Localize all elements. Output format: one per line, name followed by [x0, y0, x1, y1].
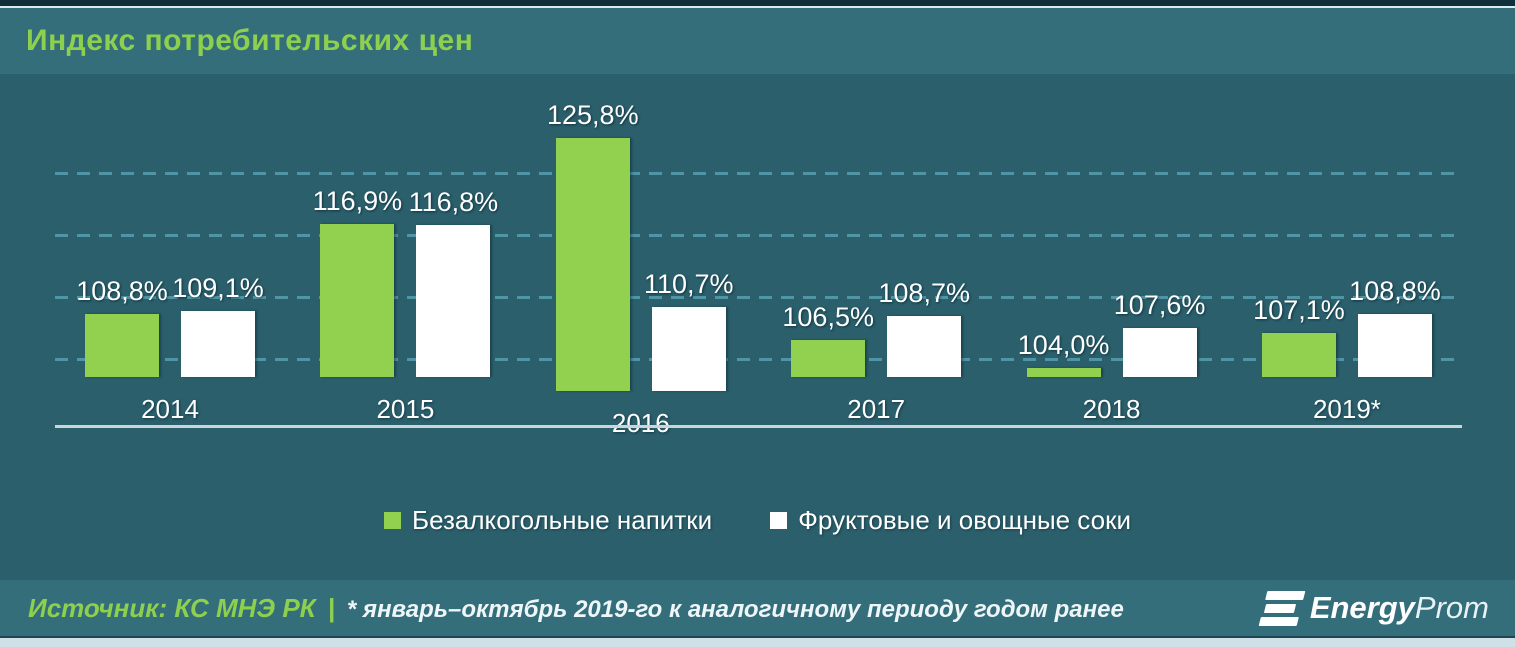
footer: Источник: КС МНЭ РК | * январь–октябрь 2… [0, 580, 1515, 636]
bar-column: 125,8% [547, 100, 639, 391]
source-label: Источник: КС МНЭ РК [28, 592, 316, 623]
bar-pair: 107,1% 108,8% [1253, 100, 1441, 377]
bar-pair: 108,8% 109,1% [76, 100, 264, 377]
bar-2017-series1 [791, 340, 866, 377]
bar-pair: 125,8% 110,7% [547, 100, 734, 391]
bar-value-label: 116,9% [312, 186, 403, 216]
bar-2017-series2 [887, 316, 962, 377]
legend-label: Безалкогольные напитки [412, 505, 713, 535]
gridline [55, 234, 1462, 237]
legend-label: Фруктовые и овощные соки [798, 505, 1131, 535]
logo-energy-text: Energy [1309, 590, 1415, 625]
x-axis-label: 2019* [1312, 394, 1381, 424]
bar-column: 116,9% [313, 186, 402, 377]
bar-value-label: 110,7% [644, 269, 734, 299]
bar-value-label: 116,8% [408, 187, 499, 217]
bar-column: 116,8% [409, 187, 498, 377]
bar-2019-series2 [1357, 314, 1432, 377]
bar-value-label: 104,0% [1017, 330, 1110, 360]
plot-area: 108,8% 109,1% 2014 116,9% 116,8% 2015 125,8% 11… [55, 100, 1462, 438]
bar-value-label: 107,6% [1113, 290, 1206, 320]
bar-column: 107,6% [1114, 290, 1205, 377]
bar-2018-series2 [1122, 328, 1197, 377]
bar-groups: 108,8% 109,1% 2014 116,9% 116,8% 2015 125,8% 11… [55, 100, 1462, 438]
bar-value-label: 108,8% [76, 276, 168, 306]
x-axis-label: 2018 [1082, 394, 1141, 424]
bar-column: 108,8% [76, 276, 168, 377]
logo-prom-text: Prom [1414, 590, 1489, 625]
energyprom-logo: EnergyProm [1258, 590, 1489, 626]
bar-2019-series1 [1261, 333, 1336, 377]
bar-group-2019: 107,1% 108,8% 2019* [1253, 100, 1441, 425]
top-border [0, 0, 1515, 8]
legend-swatch-white [770, 512, 788, 529]
gridline [55, 172, 1462, 175]
bar-column: 107,1% [1253, 295, 1345, 377]
chart-area: 108,8% 109,1% 2014 116,9% 116,8% 2015 125,8% 11… [0, 74, 1515, 580]
x-axis-label: 2017 [847, 394, 906, 424]
gridline [55, 296, 1462, 299]
chart-title: Индекс потребительских цен [26, 24, 474, 57]
bar-pair: 104,0% 107,6% [1018, 100, 1205, 377]
header: Индекс потребительских цен [0, 8, 1515, 74]
x-axis-label: 2015 [376, 394, 435, 424]
bar-2016-series2 [651, 307, 726, 391]
footer-source-note: Источник: КС МНЭ РК | * январь–октябрь 2… [28, 593, 1124, 624]
x-axis-line [55, 425, 1462, 428]
bar-group-2018: 104,0% 107,6% 2018 [1018, 100, 1206, 425]
bar-value-label: 125,8% [547, 100, 639, 130]
source-separator: | [327, 592, 335, 623]
bar-2018-series1 [1026, 368, 1101, 377]
bar-group-2017: 106,5% 108,7% 2017 [782, 100, 970, 425]
bar-pair: 106,5% 108,7% [782, 100, 970, 377]
bar-group-2015: 116,9% 116,8% 2015 [313, 100, 499, 425]
bar-column: 108,7% [878, 278, 970, 377]
bottom-border [0, 636, 1515, 647]
energyprom-logo-text: EnergyProm [1310, 590, 1489, 626]
bar-group-2014: 108,8% 109,1% 2014 [76, 100, 264, 425]
energyprom-logo-icon [1258, 590, 1306, 626]
bar-value-label: 108,8% [1349, 276, 1441, 306]
bar-group-2016: 125,8% 110,7% 2016 [547, 100, 734, 438]
bar-value-label: 106,5% [782, 302, 874, 332]
bar-2016-series1 [555, 138, 630, 391]
bar-value-label: 107,1% [1253, 295, 1345, 325]
bar-2015-series1 [320, 224, 395, 377]
bar-pair: 116,9% 116,8% [313, 100, 498, 377]
gridline [55, 358, 1462, 361]
bar-column: 106,5% [782, 302, 874, 377]
bar-column: 109,1% [172, 273, 264, 377]
x-axis-label: 2014 [141, 394, 199, 424]
bar-value-label: 108,7% [878, 278, 970, 308]
bar-2014-series1 [85, 314, 159, 377]
bar-column: 110,7% [644, 269, 734, 391]
bar-column: 104,0% [1018, 330, 1109, 377]
bar-2014-series2 [181, 311, 255, 377]
legend-item-juices: Фруктовые и овощные соки [770, 505, 1131, 536]
bar-value-label: 109,1% [172, 273, 264, 303]
legend-swatch-green [384, 512, 402, 529]
legend: Безалкогольные напитки Фруктовые и овощн… [0, 505, 1515, 536]
bar-2015-series2 [416, 225, 491, 377]
footnote-text: * январь–октябрь 2019-го к аналогичному … [346, 595, 1124, 623]
bar-column: 108,8% [1349, 276, 1441, 377]
legend-item-soft-drinks: Безалкогольные напитки [384, 505, 712, 536]
x-axis-label: 2016 [611, 408, 670, 438]
